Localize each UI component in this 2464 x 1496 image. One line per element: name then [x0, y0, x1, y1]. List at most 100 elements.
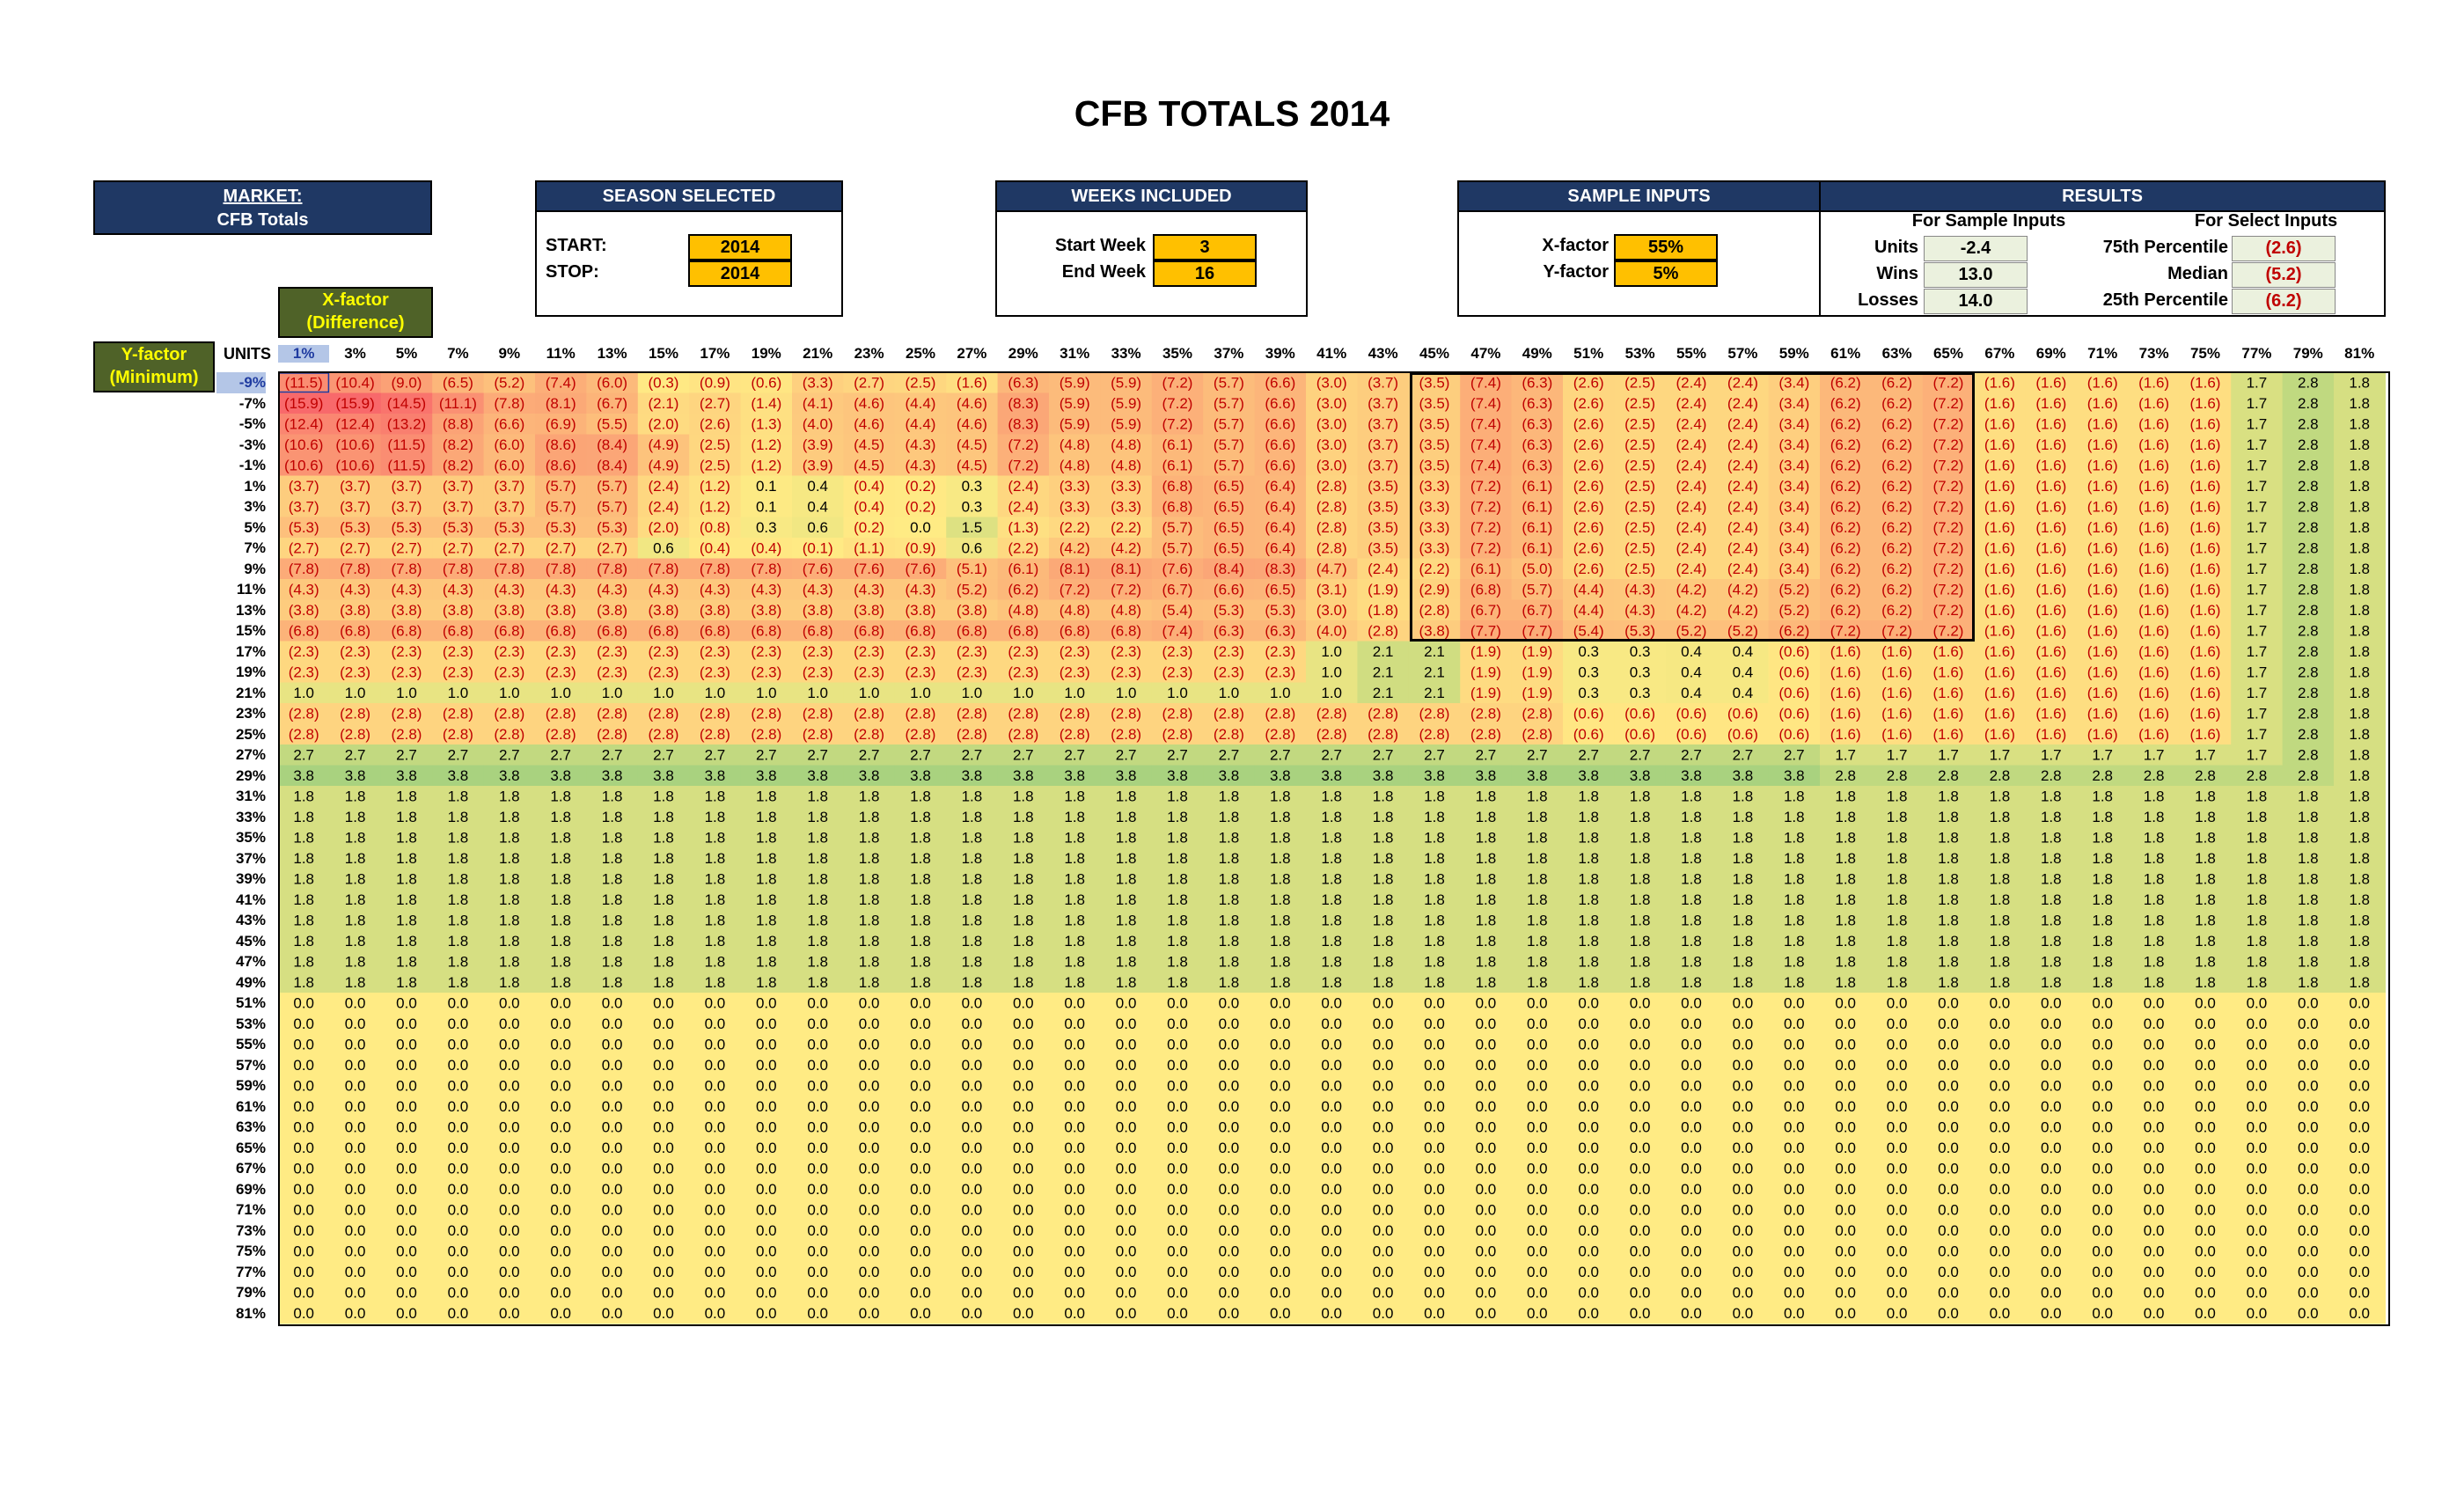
xfactor-label-line1: X-factor — [280, 289, 431, 312]
grid-cell-value: (7.4) — [1470, 374, 1501, 391]
grid-cell-value: (2.5) — [906, 374, 936, 391]
grid-cell: (6.6) — [1254, 372, 1307, 394]
grid-cell-fill — [329, 372, 382, 394]
grid-cell: (0.6) — [740, 372, 793, 394]
row-header: 41% — [216, 890, 266, 911]
row-header: 31% — [216, 786, 266, 807]
grid-cell-value: (3.0) — [1316, 374, 1347, 391]
grid-cell-fill — [843, 372, 896, 394]
grid-cell-value: (6.2) — [1881, 374, 1912, 391]
column-header: 55% — [1666, 345, 1717, 363]
grid-cell-value: (6.5) — [443, 374, 473, 391]
sample-header: SAMPLE INPUTS — [1459, 182, 1819, 212]
column-header: 51% — [1563, 345, 1614, 363]
grid-cell: (6.3) — [997, 372, 1050, 394]
column-header: 25% — [895, 345, 946, 363]
column-header: 59% — [1769, 345, 1820, 363]
row-header: 77% — [216, 1262, 266, 1283]
sample-x-input[interactable]: 55% — [1614, 234, 1718, 260]
season-stop-input[interactable]: 2014 — [688, 260, 792, 287]
grid-cell-value: (2.4) — [1727, 374, 1758, 391]
grid-cell-value: (5.2) — [494, 374, 524, 391]
row-header: -9% — [216, 372, 266, 393]
column-header: 71% — [2077, 345, 2128, 363]
grid-cell-value: (5.7) — [1214, 374, 1244, 391]
grid-cell: (6.2) — [1871, 372, 1924, 394]
grid-cell-value: (6.6) — [1265, 374, 1295, 391]
grid-cell-fill — [586, 372, 639, 394]
results-median-value: (5.2) — [2232, 262, 2336, 288]
column-header: 33% — [1100, 345, 1151, 363]
column-header: 13% — [586, 345, 637, 363]
column-header: 21% — [792, 345, 843, 363]
grid-cell-fill — [1357, 372, 1410, 394]
row-header: 49% — [216, 972, 266, 994]
results-header: RESULTS — [1821, 182, 2384, 212]
grid-cell-value: (3.4) — [1778, 374, 1809, 391]
row-header: 39% — [216, 869, 266, 890]
row-header: 73% — [216, 1221, 266, 1242]
row-header: -3% — [216, 435, 266, 456]
grid-cell: (5.9) — [1100, 372, 1153, 394]
grid-cell-fill — [535, 372, 587, 394]
grid-cell: (7.2) — [1151, 372, 1204, 394]
grid-cell: (2.5) — [1614, 372, 1667, 394]
grid-cell-fill — [1614, 372, 1667, 394]
season-start-label: START: — [546, 236, 651, 256]
grid-cell-value: (5.9) — [1111, 374, 1141, 391]
row-header: 59% — [216, 1075, 266, 1096]
results-losses-label: Losses — [1830, 290, 1918, 311]
grid-cell: (6.5) — [432, 372, 485, 394]
grid-cell: (7.2) — [1922, 372, 1975, 394]
grid-cell-fill — [1820, 372, 1872, 394]
grid-cell: (11.5) — [278, 372, 330, 394]
grid-cell-value: (7.4) — [546, 374, 576, 391]
season-start-input[interactable]: 2014 — [688, 234, 792, 260]
grid-cell-fill — [1306, 372, 1358, 394]
column-header: 27% — [946, 345, 997, 363]
grid-cell-value: (0.3) — [649, 374, 679, 391]
column-header: 53% — [1614, 345, 1665, 363]
column-header: 63% — [1871, 345, 1922, 363]
row-header: 25% — [216, 724, 266, 745]
grid-cell: (3.7) — [1357, 372, 1410, 394]
column-header: 47% — [1460, 345, 1511, 363]
xfactor-label: X-factor (Difference) — [278, 287, 433, 338]
grid-cell: (6.2) — [1820, 372, 1872, 394]
grid-cell-fill — [380, 372, 433, 394]
weeks-end-label: End Week — [1012, 262, 1146, 282]
row-header: 75% — [216, 1241, 266, 1262]
results-p25-value: (6.2) — [2232, 289, 2336, 314]
column-header: 61% — [1820, 345, 1871, 363]
results-select-title: For Select Inputs — [2156, 211, 2376, 231]
column-header: 45% — [1409, 345, 1460, 363]
row-header: 65% — [216, 1138, 266, 1159]
weeks-header: WEEKS INCLUDED — [997, 182, 1306, 212]
row-header: 23% — [216, 703, 266, 724]
row-header: 3% — [216, 496, 266, 517]
grid-cell-fill — [1203, 372, 1256, 394]
column-header: 35% — [1152, 345, 1203, 363]
sample-y-input[interactable]: 5% — [1614, 260, 1718, 287]
column-header: 75% — [2180, 345, 2231, 363]
results-units-value: -2.4 — [1924, 236, 2028, 261]
grid-cell-fill — [1100, 372, 1153, 394]
weeks-end-input[interactable]: 16 — [1153, 260, 1257, 287]
results-p25-label: 25th Percentile — [2077, 290, 2228, 311]
column-header: 31% — [1049, 345, 1100, 363]
grid-cell-value: (2.7) — [854, 374, 884, 391]
row-header: 37% — [216, 848, 266, 869]
results-units-label: Units — [1830, 238, 1918, 258]
market-value: CFB Totals — [216, 210, 308, 230]
market-panel: MARKET: CFB Totals — [93, 180, 432, 235]
grid-cell-fill — [1151, 372, 1204, 394]
row-header: 35% — [216, 827, 266, 848]
column-header: 73% — [2128, 345, 2179, 363]
weeks-start-input[interactable]: 3 — [1153, 234, 1257, 260]
grid-cell-value: (6.0) — [597, 374, 627, 391]
grid-cell-value: (3.7) — [1368, 374, 1398, 391]
grid-cell: (2.4) — [1665, 372, 1718, 394]
units-grid: (11.5) (10.4) (9.0) (6.5) (5.2) (7.4) (6.0) (0.… — [278, 372, 2386, 1324]
grid-cell-value: (0.9) — [700, 374, 730, 391]
column-header: 65% — [1923, 345, 1974, 363]
